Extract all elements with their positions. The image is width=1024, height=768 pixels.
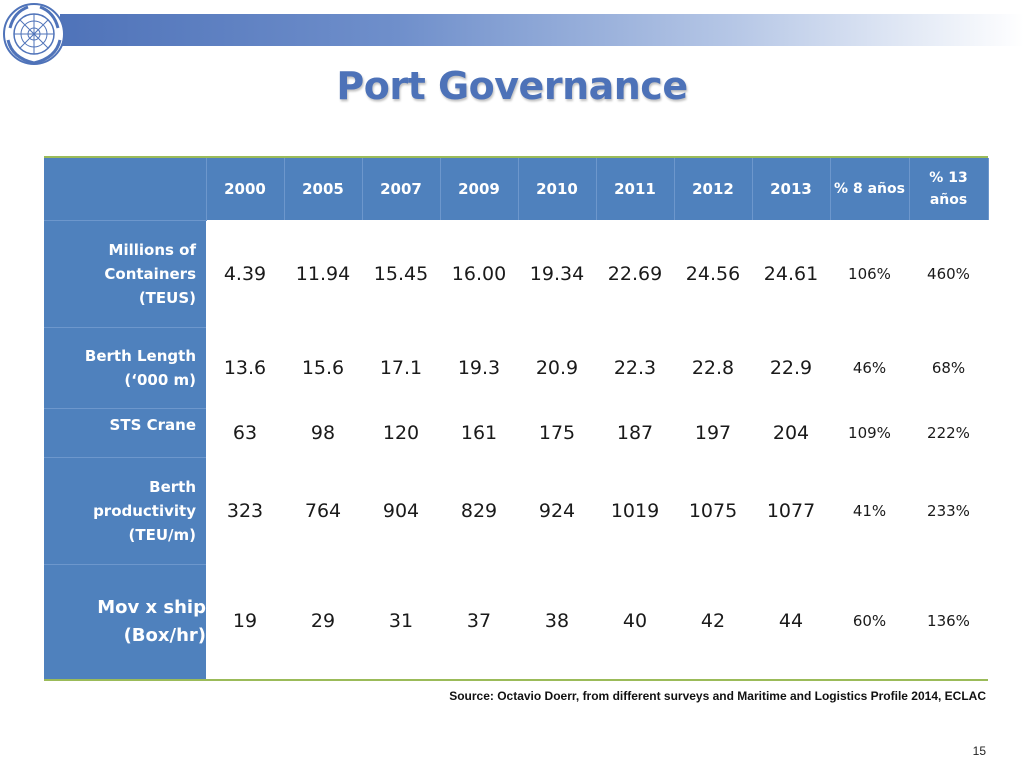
un-emblem-icon bbox=[3, 3, 65, 65]
corner-cell bbox=[44, 158, 207, 220]
page-number: 15 bbox=[972, 744, 986, 758]
column-header: % 8 años bbox=[830, 158, 910, 220]
row-header-line: (TEU/m) bbox=[128, 525, 196, 544]
table-cell: 38 bbox=[544, 610, 570, 633]
table-cell: 31 bbox=[388, 610, 414, 633]
table-cell: 1075 bbox=[688, 499, 738, 522]
table-cell: 4.39 bbox=[223, 262, 267, 285]
row-header-containers: Millions of Containers (TEUS) bbox=[44, 219, 206, 327]
header-gradient-bar bbox=[60, 14, 1024, 46]
column-header: % 13 años bbox=[909, 158, 989, 220]
table-cell: 1077 bbox=[766, 499, 816, 522]
table-cell: 904 bbox=[382, 499, 420, 522]
header-row: 2000 2005 2007 2009 2010 2011 2012 2013 … bbox=[44, 158, 989, 220]
table-cell-pct13: 233% bbox=[927, 501, 970, 520]
row-header-line: (TEUS) bbox=[138, 288, 196, 307]
row-header-berth-length: Berth Length (‘000 m) bbox=[44, 326, 206, 408]
table-cell: 22.3 bbox=[613, 356, 657, 379]
table-cell: 1019 bbox=[610, 499, 660, 522]
row-header-line: productivity bbox=[93, 501, 196, 520]
table-cell: 16.00 bbox=[451, 262, 507, 285]
table-cell: 120 bbox=[382, 421, 420, 444]
table-cell-pct13: 68% bbox=[931, 358, 966, 377]
table-cell: 24.61 bbox=[763, 262, 819, 285]
table-cell: 187 bbox=[616, 421, 654, 444]
port-governance-table: 2000 2005 2007 2009 2010 2011 2012 2013 … bbox=[44, 158, 989, 679]
table-cell: 11.94 bbox=[295, 262, 351, 285]
table-cell-pct8: 41% bbox=[852, 501, 887, 520]
row-header-line: Containers bbox=[104, 264, 196, 283]
table-cell: 19.34 bbox=[529, 262, 585, 285]
data-table-container: 2000 2005 2007 2009 2010 2011 2012 2013 … bbox=[44, 156, 989, 681]
row-header-mov-x-ship: Mov x ship (Box/hr) bbox=[44, 563, 206, 679]
row-header-berth-productivity: Berth productivity (TEU/m) bbox=[44, 456, 206, 564]
table-cell: 63 bbox=[232, 421, 258, 444]
table-cell: 161 bbox=[460, 421, 498, 444]
slide-title: Port Governance bbox=[336, 64, 688, 108]
table-cell: 37 bbox=[466, 610, 492, 633]
table-cell: 323 bbox=[226, 499, 264, 522]
table-row: Millions of Containers (TEUS) 4.39 11.94… bbox=[44, 219, 988, 327]
table-cell-pct13: 460% bbox=[927, 264, 970, 283]
table-cell: 29 bbox=[310, 610, 336, 633]
table-cell: 19.3 bbox=[457, 356, 501, 379]
table-cell: 15.45 bbox=[373, 262, 429, 285]
column-header: 2010 bbox=[518, 158, 597, 220]
table-cell-pct8: 106% bbox=[848, 264, 891, 283]
row-header-sts-crane: STS Crane bbox=[44, 407, 206, 457]
table-cell: 24.56 bbox=[685, 262, 741, 285]
table-cell: 13.6 bbox=[223, 356, 267, 379]
table-cell-pct8: 109% bbox=[848, 423, 891, 442]
table-cell-pct13: 136% bbox=[927, 612, 970, 631]
table-cell: 20.9 bbox=[535, 356, 579, 379]
table-row: Berth productivity (TEU/m) 323 764 904 8… bbox=[44, 456, 988, 564]
row-header-line: Berth bbox=[149, 477, 196, 496]
row-header-line: Mov x ship bbox=[97, 596, 206, 618]
table-cell-pct13: 222% bbox=[927, 423, 970, 442]
column-header: 2005 bbox=[284, 158, 363, 220]
table-cell: 42 bbox=[700, 610, 726, 633]
column-header: 2011 bbox=[596, 158, 675, 220]
table-row: Berth Length (‘000 m) 13.6 15.6 17.1 19.… bbox=[44, 326, 988, 408]
column-header: 2007 bbox=[362, 158, 441, 220]
row-header-line: (Box/hr) bbox=[123, 624, 206, 646]
table-cell: 40 bbox=[622, 610, 648, 633]
table-cell-pct8: 46% bbox=[852, 358, 887, 377]
column-header: 2013 bbox=[752, 158, 831, 220]
table-cell: 22.69 bbox=[607, 262, 663, 285]
table-cell: 764 bbox=[304, 499, 342, 522]
column-header: 2012 bbox=[674, 158, 753, 220]
table-cell: 17.1 bbox=[379, 356, 423, 379]
table-cell: 22.9 bbox=[769, 356, 813, 379]
table-cell: 44 bbox=[778, 610, 804, 633]
column-header: 2009 bbox=[440, 158, 519, 220]
table-cell: 15.6 bbox=[301, 356, 345, 379]
column-header: 2000 bbox=[206, 158, 285, 220]
row-header-line: Millions of bbox=[108, 240, 196, 259]
table-cell: 197 bbox=[694, 421, 732, 444]
table-cell: 924 bbox=[538, 499, 576, 522]
row-header-line: Berth Length bbox=[84, 346, 196, 365]
table-cell: 204 bbox=[772, 421, 810, 444]
source-note: Source: Octavio Doerr, from different su… bbox=[449, 689, 986, 703]
row-header-line: (‘000 m) bbox=[124, 370, 196, 389]
table-cell: 19 bbox=[232, 610, 258, 633]
row-header-line: STS Crane bbox=[109, 415, 196, 434]
table-cell: 829 bbox=[460, 499, 498, 522]
table-cell: 98 bbox=[310, 421, 336, 444]
table-cell: 175 bbox=[538, 421, 576, 444]
table-cell: 22.8 bbox=[691, 356, 735, 379]
table-cell-pct8: 60% bbox=[852, 612, 887, 631]
table-row: Mov x ship (Box/hr) 19 29 31 37 38 40 42… bbox=[44, 563, 988, 679]
table-row: STS Crane 63 98 120 161 175 187 197 204 … bbox=[44, 407, 988, 457]
